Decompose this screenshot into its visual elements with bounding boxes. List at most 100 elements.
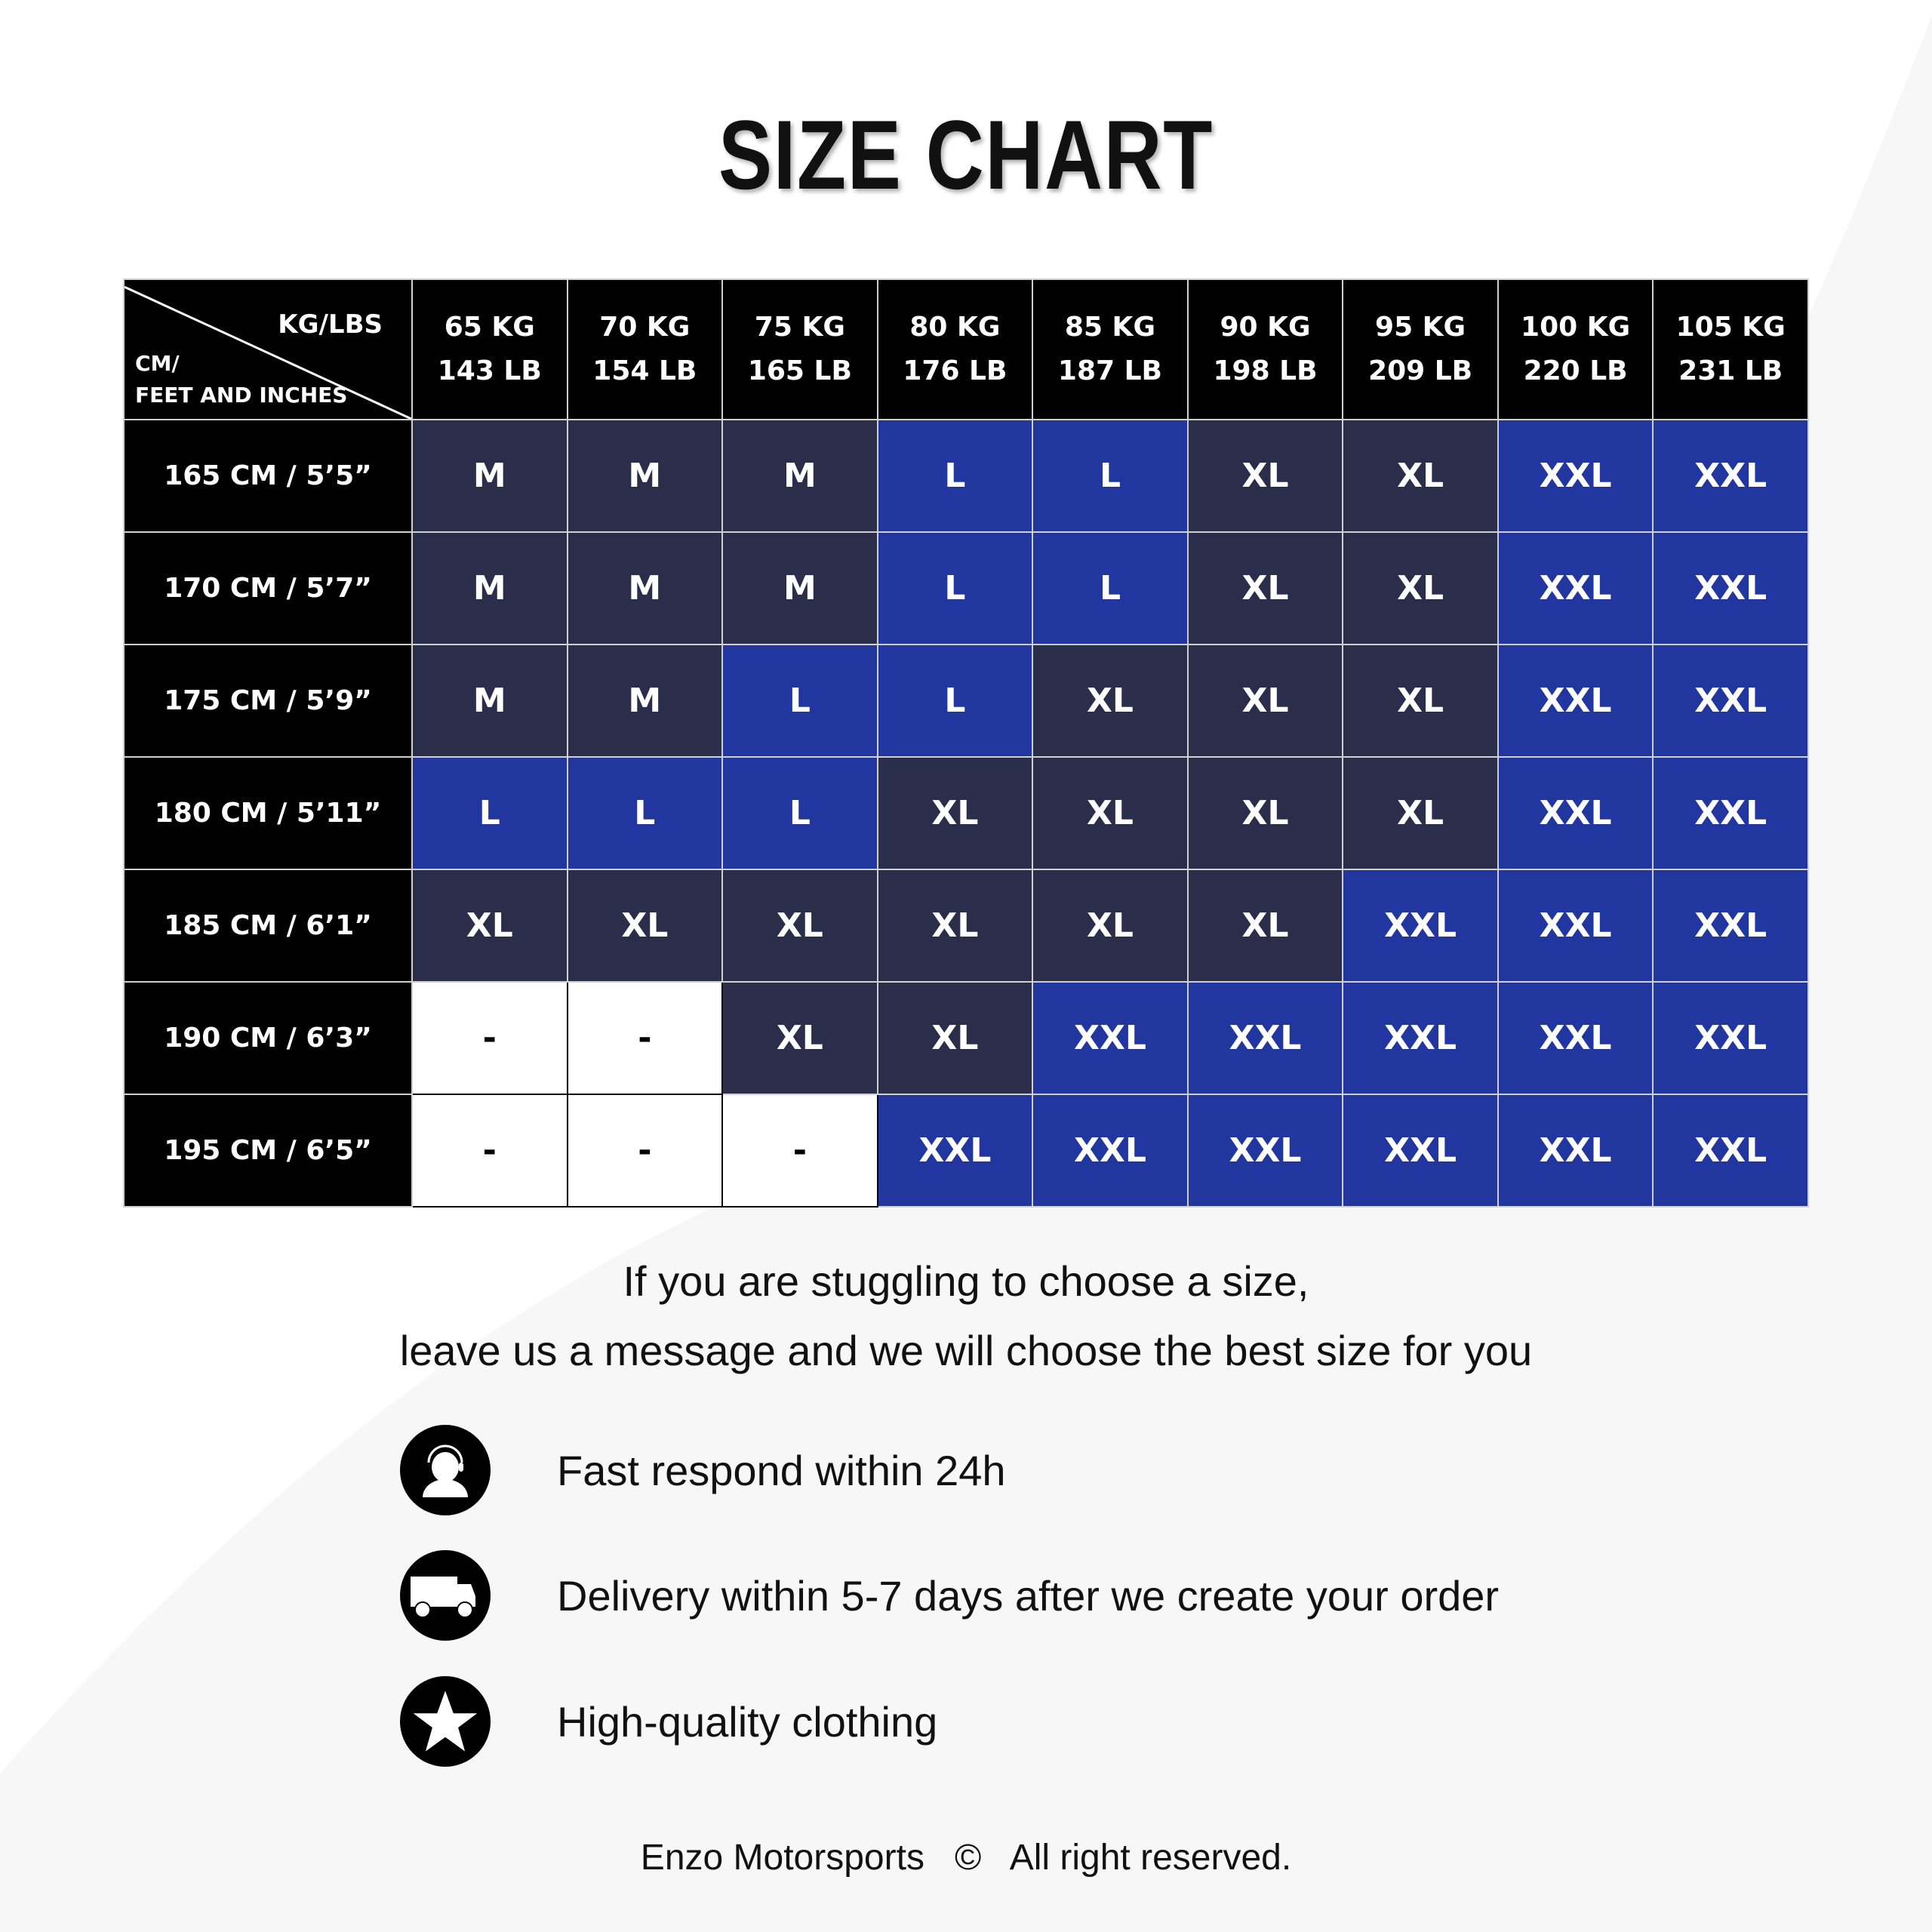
size-cell: L: [876, 531, 1034, 645]
size-cell: XL: [1342, 531, 1499, 645]
size-cell: XXL: [1652, 644, 1809, 758]
feature-fast-respond: Fast respond within 24h: [400, 1425, 1006, 1515]
size-cell: L: [1032, 531, 1189, 645]
size-cell: XXL: [1497, 756, 1654, 870]
page-title: SIZE CHART: [718, 100, 1214, 210]
weight-axis-label: KG/LBS: [278, 309, 383, 340]
size-cell: L: [411, 756, 568, 870]
kg-label: 85 KG: [1064, 312, 1155, 343]
lb-label: 209 LB: [1368, 355, 1473, 386]
height-row-header: 170 CM / 5’7”: [123, 531, 413, 645]
size-cell: XXL: [1652, 1094, 1809, 1208]
size-cell: XL: [721, 981, 878, 1095]
size-cell: XXL: [1652, 756, 1809, 870]
size-cell: XXL: [1652, 869, 1809, 983]
weight-column-header: 70 KG 154 LB: [566, 278, 724, 420]
brand-name: Enzo Motorsports: [640, 1838, 924, 1878]
feature-quality: High-quality clothing: [400, 1676, 937, 1767]
size-cell: XL: [1186, 531, 1344, 645]
feature-text: Fast respond within 24h: [557, 1446, 1006, 1494]
weight-column-header: 85 KG 187 LB: [1032, 278, 1189, 420]
size-cell: XL: [566, 869, 724, 983]
size-cell: L: [721, 644, 878, 758]
height-row-header: 195 CM / 6’5”: [123, 1094, 413, 1208]
table-row: 175 CM / 5’9” M M L L XL XL XL XXL XXL: [123, 644, 1809, 758]
size-cell: XXL: [1342, 869, 1499, 983]
size-cell: XL: [1186, 756, 1344, 870]
size-cell: XXL: [876, 1094, 1034, 1208]
kg-label: 95 KG: [1375, 312, 1466, 343]
size-cell: XL: [876, 981, 1034, 1095]
kg-label: 90 KG: [1220, 312, 1311, 343]
lb-label: 198 LB: [1213, 355, 1318, 386]
lb-label: 154 LB: [592, 355, 697, 386]
kg-label: 100 KG: [1521, 312, 1631, 343]
weight-column-header: 75 KG 165 LB: [721, 278, 878, 420]
table-row: 170 CM / 5’7” M M M L L XL XL XXL XXL: [123, 531, 1809, 645]
size-cell: XXL: [1032, 981, 1189, 1095]
lb-label: 220 LB: [1523, 355, 1628, 386]
delivery-truck-icon: [400, 1550, 491, 1641]
size-cell: XL: [1032, 869, 1189, 983]
height-row-header: 190 CM / 6’3”: [123, 981, 413, 1095]
size-cell: M: [721, 531, 878, 645]
height-row-header: 175 CM / 5’9”: [123, 644, 413, 758]
size-cell: M: [566, 644, 724, 758]
weight-column-header: 100 KG 220 LB: [1497, 278, 1654, 420]
size-cell: M: [411, 644, 568, 758]
size-cell: XXL: [1497, 981, 1654, 1095]
feature-delivery: Delivery within 5-7 days after we create…: [400, 1550, 1499, 1641]
kg-label: 65 KG: [444, 312, 535, 343]
size-cell: L: [876, 419, 1034, 533]
size-cell: XL: [1342, 419, 1499, 533]
size-cell: M: [411, 531, 568, 645]
height-row-header: 165 CM / 5’5”: [123, 419, 413, 533]
table-row: 180 CM / 5’11” L L L XL XL XL XL XXL XXL: [123, 756, 1809, 870]
size-cell: M: [411, 419, 568, 533]
lb-label: 231 LB: [1678, 355, 1783, 386]
rights-text: All right reserved.: [1009, 1838, 1292, 1878]
size-cell: M: [566, 531, 724, 645]
lb-label: 143 LB: [437, 355, 542, 386]
help-message-line1: If you are stuggling to choose a size,: [623, 1257, 1309, 1305]
size-cell: XXL: [1497, 531, 1654, 645]
kg-label: 75 KG: [754, 312, 845, 343]
size-cell: L: [1032, 419, 1189, 533]
weight-column-header: 90 KG 198 LB: [1186, 278, 1344, 420]
lb-label: 187 LB: [1057, 355, 1162, 386]
size-chart-table: KG/LBS CM/FEET AND INCHES 65 KG 143 LB 70 …: [123, 278, 1809, 1208]
feature-text: High-quality clothing: [557, 1697, 938, 1746]
kg-label: 105 KG: [1675, 312, 1786, 343]
size-cell: -: [411, 981, 568, 1095]
help-message-line2: leave us a message and we will choose th…: [399, 1327, 1533, 1374]
footer: Enzo Motorsports © All right reserved.: [0, 1837, 1932, 1878]
size-cell: XL: [1032, 756, 1189, 870]
weight-column-header: 95 KG 209 LB: [1342, 278, 1499, 420]
size-cell: XL: [1186, 419, 1344, 533]
size-cell: XXL: [1497, 419, 1654, 533]
size-cell: M: [721, 419, 878, 533]
size-cell: -: [721, 1094, 878, 1208]
size-cell: L: [876, 644, 1034, 758]
height-row-header: 180 CM / 5’11”: [123, 756, 413, 870]
table-row: 165 CM / 5’5” M M M L L XL XL XXL XXL: [123, 419, 1809, 533]
kg-label: 80 KG: [909, 312, 1001, 343]
size-cell: XL: [1342, 644, 1499, 758]
size-cell: XL: [1186, 869, 1344, 983]
lb-label: 176 LB: [903, 355, 1008, 386]
size-cell: XXL: [1342, 981, 1499, 1095]
size-cell: L: [721, 756, 878, 870]
copyright-icon: ©: [954, 1838, 982, 1878]
size-cell: XXL: [1652, 419, 1809, 533]
size-cell: XXL: [1652, 531, 1809, 645]
weight-column-header: 105 KG 231 LB: [1652, 278, 1809, 420]
support-agent-icon: [400, 1425, 491, 1515]
size-cell: XXL: [1186, 981, 1344, 1095]
size-cell: XL: [876, 756, 1034, 870]
size-cell: XXL: [1497, 1094, 1654, 1208]
corner-header: KG/LBS CM/FEET AND INCHES: [123, 278, 413, 420]
size-cell: XXL: [1497, 644, 1654, 758]
size-cell: XL: [1186, 644, 1344, 758]
table-row: 195 CM / 6’5” - - - XXL XXL XXL XXL XXL XXL: [123, 1094, 1809, 1208]
size-cell: XXL: [1186, 1094, 1344, 1208]
